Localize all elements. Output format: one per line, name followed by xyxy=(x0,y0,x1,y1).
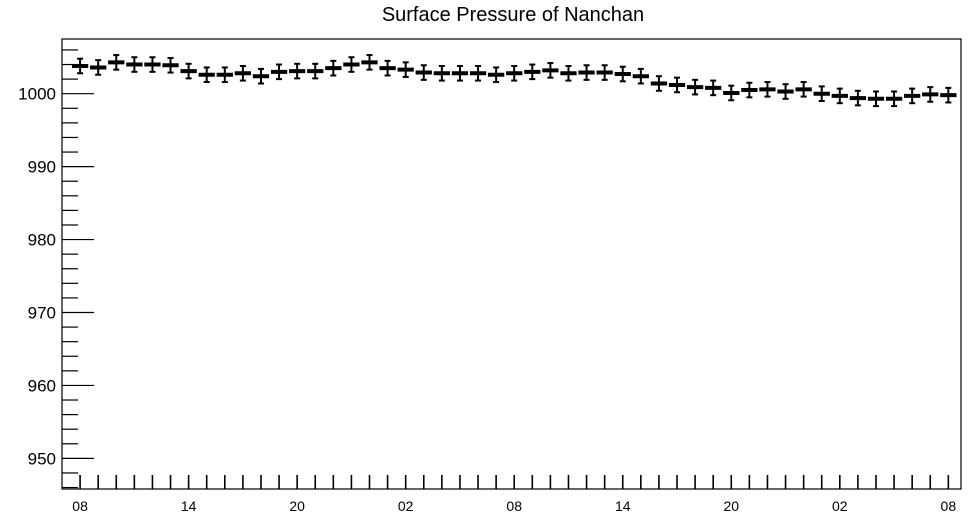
data-point xyxy=(578,64,595,81)
x-tick-label: 08 xyxy=(72,498,88,514)
chart-title: Surface Pressure of Nanchan xyxy=(381,4,645,26)
data-point xyxy=(379,59,396,77)
data-point xyxy=(632,67,649,85)
data-point xyxy=(71,57,89,75)
data-point xyxy=(759,81,776,98)
data-point xyxy=(650,75,668,92)
data-point xyxy=(162,56,179,74)
x-tick-label: 08 xyxy=(941,498,957,514)
data-point xyxy=(723,84,740,102)
data-point xyxy=(686,78,704,96)
data-points xyxy=(71,54,957,108)
data-point xyxy=(289,62,306,80)
data-point xyxy=(216,66,233,84)
data-point xyxy=(108,54,125,71)
data-point xyxy=(922,86,939,103)
x-tick-label: 14 xyxy=(181,498,197,514)
data-point xyxy=(252,67,270,85)
data-point xyxy=(885,90,903,108)
data-point xyxy=(524,63,541,81)
data-point xyxy=(343,56,360,73)
data-point xyxy=(705,79,722,97)
data-point xyxy=(307,62,324,80)
data-point xyxy=(741,81,758,99)
x-tick-label: 02 xyxy=(832,498,848,514)
data-point xyxy=(668,76,686,94)
data-point xyxy=(90,59,107,76)
data-point xyxy=(904,87,921,105)
data-point xyxy=(469,64,487,82)
data-point xyxy=(777,83,794,100)
data-point xyxy=(849,89,867,107)
data-point xyxy=(831,87,848,105)
data-point xyxy=(198,66,215,84)
x-axis: 08 14 20 02 08 14 20 02 08 xyxy=(72,475,956,514)
data-point xyxy=(144,56,161,73)
plot-frame xyxy=(61,38,962,490)
y-tick-label: 990 xyxy=(28,158,56,177)
x-tick-label: 08 xyxy=(506,498,522,514)
x-tick-label: 02 xyxy=(398,498,414,514)
y-tick-label: 970 xyxy=(28,304,56,323)
data-point xyxy=(234,64,252,82)
data-point xyxy=(415,64,432,81)
data-point xyxy=(506,64,523,82)
y-axis: 950 960 970 980 990 1000 xyxy=(18,49,94,489)
data-point xyxy=(451,64,469,82)
data-point xyxy=(614,65,631,83)
data-point xyxy=(180,62,197,80)
data-point xyxy=(867,90,885,108)
data-point xyxy=(487,66,505,84)
data-point xyxy=(795,81,812,98)
x-tick-label: 20 xyxy=(723,498,739,514)
data-point xyxy=(596,64,613,81)
y-tick-label: 960 xyxy=(28,376,56,395)
data-point xyxy=(325,59,342,77)
data-point xyxy=(542,62,559,79)
y-tick-label: 1000 xyxy=(18,85,56,104)
data-point xyxy=(940,86,957,104)
data-point xyxy=(560,64,577,82)
y-tick-label: 980 xyxy=(28,231,56,250)
data-point xyxy=(270,63,288,81)
data-point xyxy=(361,54,378,71)
x-tick-label: 14 xyxy=(615,498,631,514)
data-point xyxy=(126,56,143,73)
data-point xyxy=(397,61,414,78)
data-point xyxy=(813,85,830,102)
data-point xyxy=(433,64,450,82)
y-tick-label: 950 xyxy=(28,449,56,468)
x-tick-label: 20 xyxy=(289,498,305,514)
